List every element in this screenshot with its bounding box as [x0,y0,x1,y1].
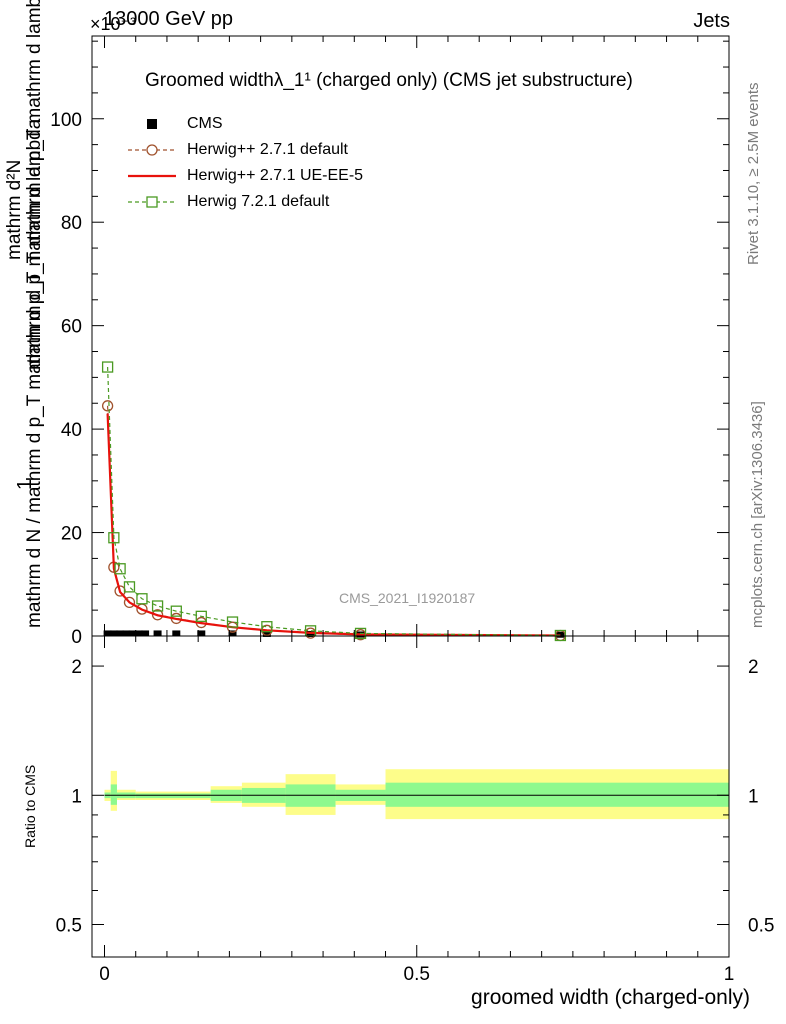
herwig7-default-point [170,605,182,617]
x-tick-label: 0 [99,964,110,985]
cms-data-point [153,630,162,637]
herwigpp-default-point [151,609,164,621]
x-tick-label: 1 [724,964,735,985]
series-line-2 [106,413,561,637]
herwigpp-default-point [123,596,136,609]
ratio-y-tick-label-left: 1 [71,786,82,807]
process-label: Jets [693,10,730,32]
cms-data-point [228,630,237,637]
plot-frames [91,35,730,958]
y-tick-label: 80 [61,213,82,234]
y-axis-label-denominator-main: mathrm d p_T mathrm d p_T mathrm d lambd… [24,0,45,370]
cms-data-point [197,630,206,637]
cms-data-point [262,630,271,637]
axis-ticks-group: 0 0.5 1 0 20 40 60 80 100 0.5 0.5 1 1 2 2 [50,36,774,985]
series-line-1 [107,405,561,637]
mcplots-source-label: mcplots.cern.ch [arXiv:1306.3436] [749,401,766,628]
herwigpp-default-point [101,400,114,412]
herwig7-default-point [108,532,120,544]
herwig7-default-point [226,616,239,628]
cms-data-point [122,630,131,637]
scale-exponent: ×10⁻³ [90,14,137,34]
ratio-band-group [104,769,729,820]
y-tick-label: 20 [61,524,82,545]
main-series-group [101,361,567,642]
y-tick-label: 100 [50,110,82,131]
series-line-3 [107,366,561,637]
herwig7-default-point [114,563,126,575]
legend-label-herwigpp-ueee5: Herwig++ 2.7.1 UE-EE-5 [187,167,364,184]
rivet-version-label: Rivet 3.1.10, ≥ 2.5M events [745,82,762,266]
ratio-y-tick-label-right: 1 [748,786,759,807]
herwig7-default-point [123,581,136,593]
legend-marker-circle [146,144,158,156]
cms-data-point [134,630,143,637]
ratio-band-inner [110,784,117,805]
herwig7-default-point [151,600,164,612]
ratio-y-tick-label-left: 2 [71,657,82,678]
cms-data-point [128,630,137,637]
y-tick-label: 40 [61,420,82,441]
ratio-y-tick-label-right: 0.5 [748,915,774,936]
cms-data-point [141,630,150,637]
cms-data-point [103,630,112,637]
cms-data-point [109,630,118,637]
legend-marker-cms [147,119,157,129]
herwig7-default-point [136,593,148,605]
legend-label-cms: CMS [187,115,223,132]
legend-label-herwigpp-default: Herwig++ 2.7.1 default [187,141,348,158]
herwig7-default-point [261,621,273,633]
legend [128,119,176,208]
ratio-y-axis-label: Ratio to CMS [22,764,38,848]
chart-title: Groomed widthλ_1¹ (charged only) (CMS je… [145,70,633,91]
y-tick-label: 0 [71,627,82,648]
x-tick-label: 0.5 [404,964,430,985]
energy-label: 13000 GeV pp [104,8,233,30]
ratio-plot-frame [91,635,730,958]
cms-data-point [172,630,181,637]
legend-marker-square [146,196,158,208]
herwig7-default-point [554,629,567,642]
cms-data-point [116,630,125,637]
x-axis-label: groomed width (charged-only) [471,986,750,1009]
ratio-y-tick-label-right: 2 [748,657,759,678]
legend-label-herwig7-default: Herwig 7.2.1 default [187,193,330,210]
ratio-y-tick-label-left: 0.5 [56,915,82,936]
herwig7-default-point [101,361,114,373]
ratio-band-inner [385,782,729,807]
y-tick-label: 60 [61,317,82,338]
herwig7-default-point [354,627,367,640]
herwig7-default-point [195,610,207,622]
y-axis-label-numerator: mathrm d²N [4,159,25,260]
analysis-watermark: CMS_2021_I1920187 [339,590,476,606]
